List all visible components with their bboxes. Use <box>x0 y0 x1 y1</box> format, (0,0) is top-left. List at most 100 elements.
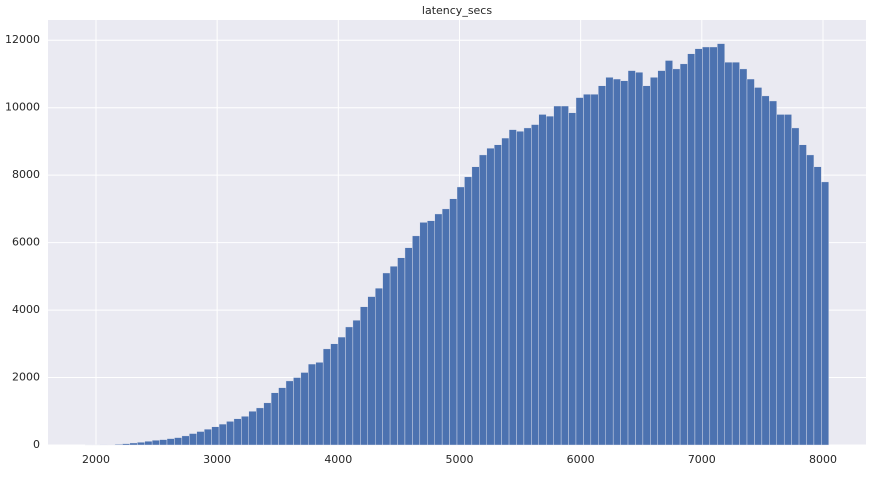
bar <box>687 53 696 446</box>
bar <box>241 416 249 446</box>
bar <box>441 208 450 446</box>
bar <box>345 326 354 446</box>
bar <box>412 235 421 446</box>
bar <box>389 266 398 446</box>
bar <box>776 114 785 446</box>
bar <box>560 105 569 446</box>
bar <box>568 112 577 446</box>
bar <box>114 444 123 446</box>
bar <box>256 407 264 446</box>
bar <box>159 439 168 446</box>
bar <box>702 46 711 446</box>
y-tick-label: 0 <box>33 438 40 451</box>
x-tick-label: 8000 <box>809 453 837 466</box>
bar <box>479 154 487 446</box>
bar <box>486 147 495 446</box>
bar <box>181 435 190 446</box>
bar <box>337 336 346 446</box>
bar <box>315 362 324 446</box>
bar <box>717 43 725 446</box>
bar <box>575 97 584 446</box>
bar <box>308 363 316 446</box>
bar <box>501 137 510 446</box>
bar <box>151 440 160 446</box>
bar <box>174 437 183 446</box>
bar <box>434 213 443 446</box>
bar <box>612 78 621 446</box>
bar <box>263 402 272 446</box>
y-tick-label: 4000 <box>12 303 40 316</box>
bar <box>523 127 532 446</box>
bar <box>672 68 681 446</box>
bar <box>166 438 175 446</box>
bar <box>456 186 465 446</box>
bar <box>605 77 614 446</box>
bar <box>233 418 242 446</box>
bar <box>226 421 235 446</box>
bar <box>531 124 540 446</box>
bar <box>493 144 502 446</box>
bar <box>464 176 473 446</box>
bar <box>471 166 480 446</box>
bar <box>679 63 688 446</box>
x-tick-label: 4000 <box>324 453 352 466</box>
bar <box>352 319 361 446</box>
y-tick-label: 2000 <box>12 371 40 384</box>
bar <box>783 114 792 446</box>
bar <box>627 70 636 446</box>
bar <box>620 80 629 446</box>
bar <box>203 428 212 446</box>
bar <box>598 85 606 446</box>
bar <box>657 70 666 446</box>
chart-title: latency_secs <box>422 4 492 17</box>
bar <box>248 411 257 446</box>
bar <box>739 68 748 446</box>
bar <box>724 61 733 446</box>
bar <box>590 94 599 446</box>
x-tick-label: 5000 <box>445 453 473 466</box>
bar <box>404 247 413 446</box>
bar <box>665 60 673 446</box>
bar <box>270 392 279 446</box>
bar <box>397 257 406 446</box>
bar <box>137 442 145 446</box>
bar <box>791 127 800 446</box>
bar <box>360 306 368 446</box>
bar <box>546 115 554 446</box>
bar <box>769 100 777 446</box>
bar <box>754 87 763 446</box>
bar <box>189 433 197 446</box>
bar <box>709 46 718 446</box>
bar <box>694 48 703 446</box>
bar <box>218 423 227 446</box>
y-tick-label: 6000 <box>12 236 40 249</box>
bar <box>516 131 525 446</box>
bar <box>382 272 391 446</box>
bar <box>731 61 740 446</box>
bar <box>538 114 547 446</box>
bar <box>419 222 428 446</box>
bar <box>650 77 658 446</box>
y-tick-label: 12000 <box>5 33 40 46</box>
x-tick-label: 2000 <box>82 453 110 466</box>
bar <box>821 181 830 446</box>
bar <box>144 441 153 446</box>
bar <box>367 296 376 446</box>
bar <box>278 387 287 446</box>
bar <box>449 198 458 446</box>
bar <box>642 85 651 446</box>
bar <box>375 287 383 446</box>
bar <box>122 443 131 446</box>
bar <box>508 129 517 446</box>
bar <box>746 78 755 446</box>
bar <box>129 442 138 446</box>
bar <box>761 95 770 446</box>
bar <box>635 72 644 446</box>
bar <box>813 166 822 446</box>
y-tick-label: 8000 <box>12 168 40 181</box>
bar <box>322 348 331 446</box>
x-tick-label: 7000 <box>688 453 716 466</box>
bar <box>583 94 592 446</box>
x-tick-label: 6000 <box>567 453 595 466</box>
